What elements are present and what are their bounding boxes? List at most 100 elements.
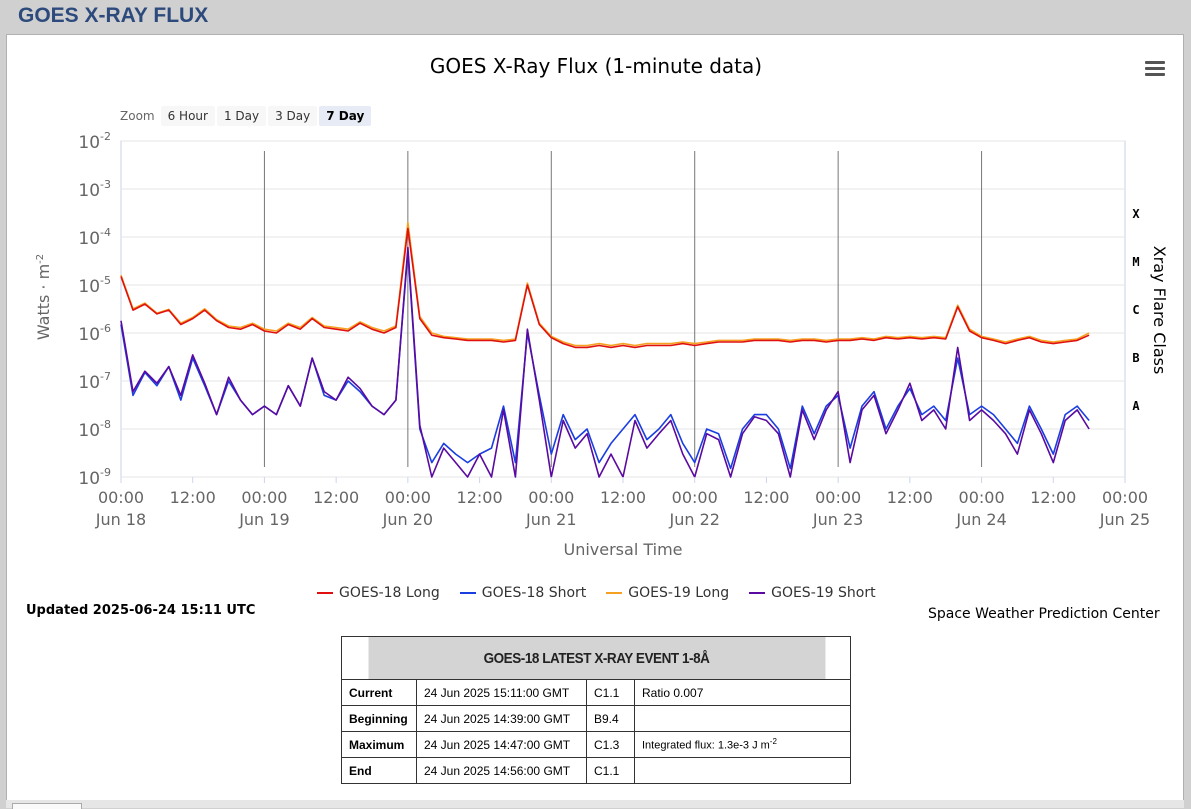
flare-class-label: B xyxy=(1132,351,1139,365)
x-tick-label: 00:00 xyxy=(1102,488,1148,507)
table-row: Current 24 Jun 2025 15:11:00 GMT C1.1 Ra… xyxy=(341,679,851,706)
flare-class-label: A xyxy=(1132,399,1140,413)
page-header: GOES X-RAY FLUX xyxy=(0,0,1191,34)
legend-label: GOES-19 Long xyxy=(628,585,730,601)
series-layer xyxy=(120,221,1090,478)
x-tick-label: 00:00 xyxy=(959,488,1005,507)
series-line-goes-19-long xyxy=(120,221,1090,347)
y-tick-label: 10-8 xyxy=(78,418,111,441)
y-tick-label: 10-6 xyxy=(78,322,111,345)
x-axis-ticks: 00:00 Jun 18 12:00 00:00 Jun 19 12:00 00:00 Jun… xyxy=(95,477,1150,529)
row-time: 24 Jun 2025 15:11:00 GMT xyxy=(416,679,587,706)
legend-swatch xyxy=(606,592,623,594)
chart-menu-icon[interactable] xyxy=(1145,61,1165,77)
zoom-1-day-button[interactable]: 1 Day xyxy=(216,106,267,126)
row-time: 24 Jun 2025 14:47:00 GMT xyxy=(416,731,587,758)
chart-title: GOES X-Ray Flux (1-minute data) xyxy=(430,54,762,78)
x-tick-label: 00:00 xyxy=(98,488,144,507)
row-note: Ratio 0.007 xyxy=(634,679,851,706)
bottom-scroll-strip xyxy=(6,800,1184,808)
row-note xyxy=(634,757,851,784)
x-tick-date-label: Jun 24 xyxy=(955,510,1006,529)
y-axis-label-exponent: -2 xyxy=(35,254,46,264)
x-tick-label: 12:00 xyxy=(743,488,789,507)
row-time: 24 Jun 2025 14:39:00 GMT xyxy=(416,705,587,732)
row-class: C1.1 xyxy=(586,679,635,706)
series-line-goes-18-short xyxy=(120,250,1090,470)
series-line-goes-18-long xyxy=(120,227,1090,349)
x-tick-label: 12:00 xyxy=(600,488,646,507)
xray-flux-chart: GOES X-Ray Flux (1-minute data) 10-2 10-3… xyxy=(34,54,1169,559)
y-tick-label: 10-3 xyxy=(78,178,111,201)
chart-legend: GOES-18 Long GOES-18 Short GOES-19 Long … xyxy=(317,585,896,601)
row-label: Current xyxy=(341,679,417,706)
y-axis-ticks: 10-2 10-3 10-4 10-5 10-6 10-7 10-8 10-9 xyxy=(78,130,111,489)
flare-class-label: M xyxy=(1132,255,1139,269)
row-class: B9.4 xyxy=(586,705,635,732)
legend-label: GOES-19 Short xyxy=(771,585,876,601)
x-tick-date-label: Jun 22 xyxy=(668,510,719,529)
legend-label: GOES-18 Short xyxy=(481,585,587,601)
day-dividers xyxy=(263,151,983,467)
x-tick-date-label: Jun 23 xyxy=(812,510,863,529)
zoom-bar: Zoom 6 Hour 1 Day 3 Day 7 Day xyxy=(120,104,373,128)
legend-goes18-long[interactable]: GOES-18 Long xyxy=(317,585,440,601)
table-row: Beginning 24 Jun 2025 14:39:00 GMT B9.4 xyxy=(341,705,851,732)
y-tick-label: 10-4 xyxy=(78,226,111,249)
page-title: GOES X-RAY FLUX xyxy=(18,4,209,27)
legend-goes18-short[interactable]: GOES-18 Short xyxy=(459,585,587,601)
x-tick-date-label: Jun 25 xyxy=(1099,510,1150,529)
legend-label: GOES-18 Long xyxy=(339,585,440,601)
x-tick-label: 00:00 xyxy=(815,488,861,507)
x-tick-label: 12:00 xyxy=(887,488,933,507)
row-class: C1.3 xyxy=(586,731,635,758)
legend-swatch xyxy=(749,592,766,594)
legend-goes19-long[interactable]: GOES-19 Long xyxy=(606,585,729,601)
zoom-3-day-button[interactable]: 3 Day xyxy=(268,106,318,126)
event-table-title: GOES-18 LATEST X-RAY EVENT 1-8Å xyxy=(366,636,826,680)
y-axis-label: Watts · m-2 xyxy=(34,254,53,340)
x-tick-date-label: Jun 18 xyxy=(95,510,146,529)
row-class: C1.1 xyxy=(586,757,635,784)
integrated-flux-exponent: -2 xyxy=(769,737,777,747)
x-tick-label: 12:00 xyxy=(1030,488,1076,507)
row-label: Beginning xyxy=(341,705,417,732)
zoom-7-day-button[interactable]: 7 Day xyxy=(319,106,372,126)
legend-swatch xyxy=(317,592,333,594)
flare-class-label: X xyxy=(1132,207,1140,221)
series-line-goes-19-short xyxy=(120,246,1090,478)
legend-goes19-short[interactable]: GOES-19 Short xyxy=(749,585,876,601)
x-tick-label: 00:00 xyxy=(528,488,574,507)
y2-axis-label: Xray Flare Class xyxy=(1150,246,1169,375)
bottom-tab[interactable] xyxy=(12,803,82,809)
y-tick-label: 10-2 xyxy=(78,130,111,153)
zoom-6-hour-button[interactable]: 6 Hour xyxy=(160,106,215,126)
chart-credit: Space Weather Prediction Center xyxy=(928,606,1160,622)
legend-swatch xyxy=(459,592,476,594)
row-note xyxy=(634,705,851,732)
x-tick-label: 12:00 xyxy=(170,488,216,507)
table-row: End 24 Jun 2025 14:56:00 GMT C1.1 xyxy=(341,757,851,784)
integrated-flux-text: Integrated flux: 1.3e-3 J m xyxy=(642,739,770,752)
x-tick-label: 12:00 xyxy=(457,488,503,507)
y-tick-label: 10-5 xyxy=(78,274,111,297)
row-label: Maximum xyxy=(341,731,417,758)
zoom-label: Zoom xyxy=(120,109,155,123)
flare-class-labels: X M C B A xyxy=(1132,207,1140,413)
y-tick-label: 10-7 xyxy=(78,370,111,393)
row-note: Integrated flux: 1.3e-3 J m-2 xyxy=(634,731,851,758)
x-tick-label: 00:00 xyxy=(385,488,431,507)
table-row: Maximum 24 Jun 2025 14:47:00 GMT C1.3 In… xyxy=(341,731,851,758)
x-tick-date-label: Jun 19 xyxy=(238,510,289,529)
chart-panel: GOES X-Ray Flux (1-minute data) 10-2 10-3… xyxy=(6,34,1184,808)
x-tick-label: 12:00 xyxy=(313,488,359,507)
x-tick-date-label: Jun 21 xyxy=(525,510,576,529)
updated-timestamp: Updated 2025-06-24 15:11 UTC xyxy=(26,603,256,618)
row-label: End xyxy=(341,757,417,784)
row-time: 24 Jun 2025 14:56:00 GMT xyxy=(416,757,587,784)
x-tick-label: 00:00 xyxy=(672,488,718,507)
x-axis-label: Universal Time xyxy=(563,540,682,559)
x-tick-date-label: Jun 20 xyxy=(382,510,433,529)
plot-frame xyxy=(120,140,1126,478)
latest-event-table: GOES-18 LATEST X-RAY EVENT 1-8Å Current … xyxy=(341,636,851,784)
